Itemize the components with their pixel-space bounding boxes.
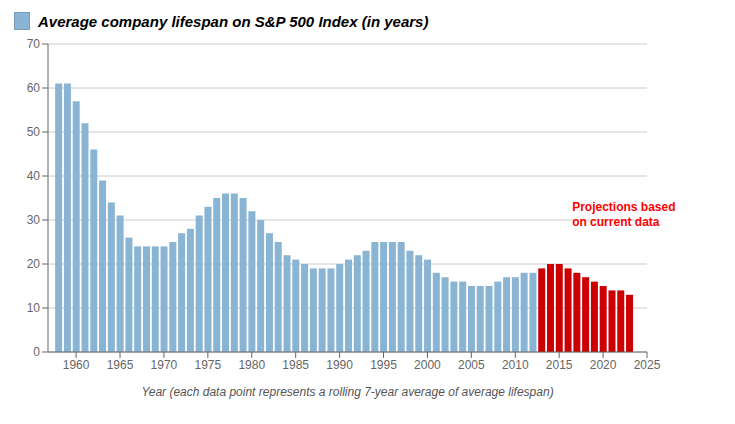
svg-text:1995: 1995 bbox=[370, 358, 397, 372]
svg-text:2005: 2005 bbox=[458, 358, 485, 372]
svg-text:2010: 2010 bbox=[502, 358, 529, 372]
svg-text:1965: 1965 bbox=[107, 358, 134, 372]
svg-text:20: 20 bbox=[27, 257, 41, 271]
svg-text:60: 60 bbox=[27, 81, 41, 95]
svg-text:30: 30 bbox=[27, 213, 41, 227]
svg-text:2000: 2000 bbox=[414, 358, 441, 372]
html-text:Average company lifespan on S&: Average company lifespan on S&P 500 Inde… bbox=[38, 12, 429, 30]
svg-text:1990: 1990 bbox=[326, 358, 353, 372]
svg-text:Year (each data point represen: Year (each data point represents a rolli… bbox=[141, 385, 553, 399]
svg-text:50: 50 bbox=[27, 125, 41, 139]
svg-text:70: 70 bbox=[27, 37, 41, 51]
svg-text:1960: 1960 bbox=[63, 358, 90, 372]
html-text:Projections based on current d: Projections based on current data bbox=[572, 200, 676, 230]
svg-text:10: 10 bbox=[27, 301, 41, 315]
svg-text:1980: 1980 bbox=[238, 358, 265, 372]
svg-text:2020: 2020 bbox=[590, 358, 617, 372]
svg-text:2015: 2015 bbox=[546, 358, 573, 372]
svg-text:2025: 2025 bbox=[634, 358, 661, 372]
svg-text:0: 0 bbox=[33, 345, 40, 359]
svg-text:1970: 1970 bbox=[151, 358, 178, 372]
svg-text:1985: 1985 bbox=[282, 358, 309, 372]
svg-text:1975: 1975 bbox=[194, 358, 221, 372]
svg-text:40: 40 bbox=[27, 169, 41, 183]
